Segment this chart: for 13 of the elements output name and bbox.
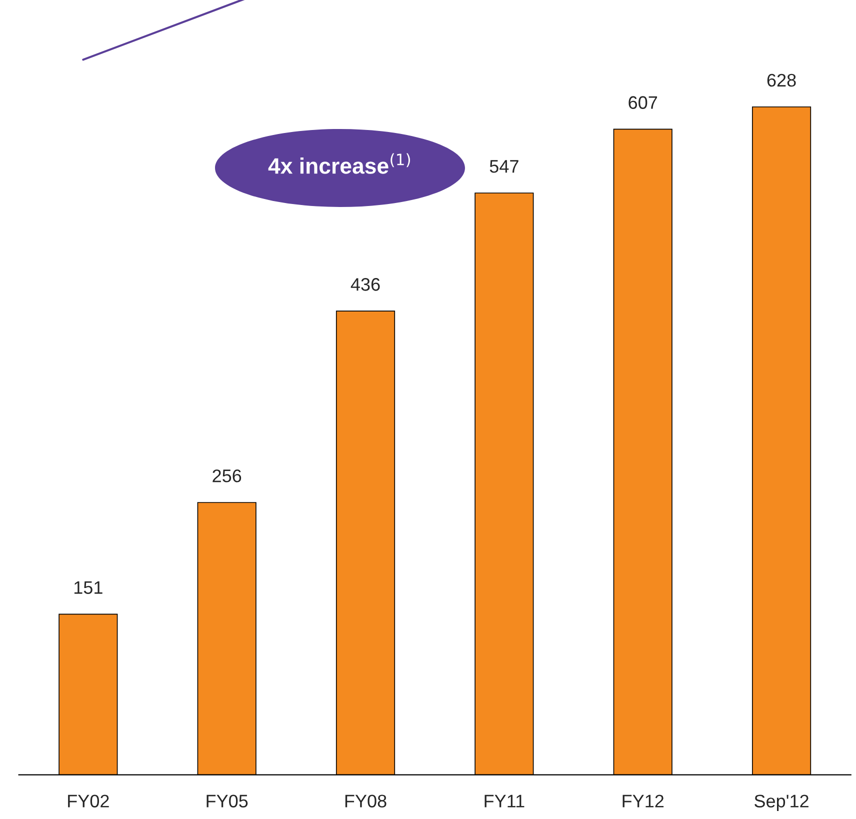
x-tick-label: Sep'12: [754, 794, 808, 812]
annotation: 4x increase$^{(1)}$: [268, 153, 410, 174]
x-tick-label: FY11: [484, 794, 524, 808]
data-label: 607: [628, 96, 658, 109]
x-tick-label: FY12: [622, 794, 664, 808]
x-tick-label: FY05: [206, 794, 248, 808]
x-tick-label: FY02: [68, 794, 109, 808]
x-tick-label: FY08: [345, 794, 386, 808]
data-label: 256: [212, 469, 242, 482]
data-label: 547: [490, 160, 518, 173]
data-label: 436: [350, 278, 380, 291]
data-label: 151: [74, 581, 102, 594]
data-label: 628: [767, 74, 796, 87]
